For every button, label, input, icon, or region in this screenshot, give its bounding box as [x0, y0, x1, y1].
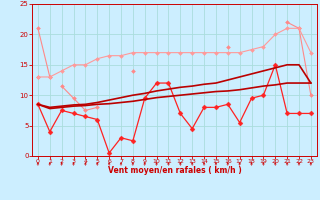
X-axis label: Vent moyen/en rafales ( km/h ): Vent moyen/en rafales ( km/h ): [108, 166, 241, 175]
